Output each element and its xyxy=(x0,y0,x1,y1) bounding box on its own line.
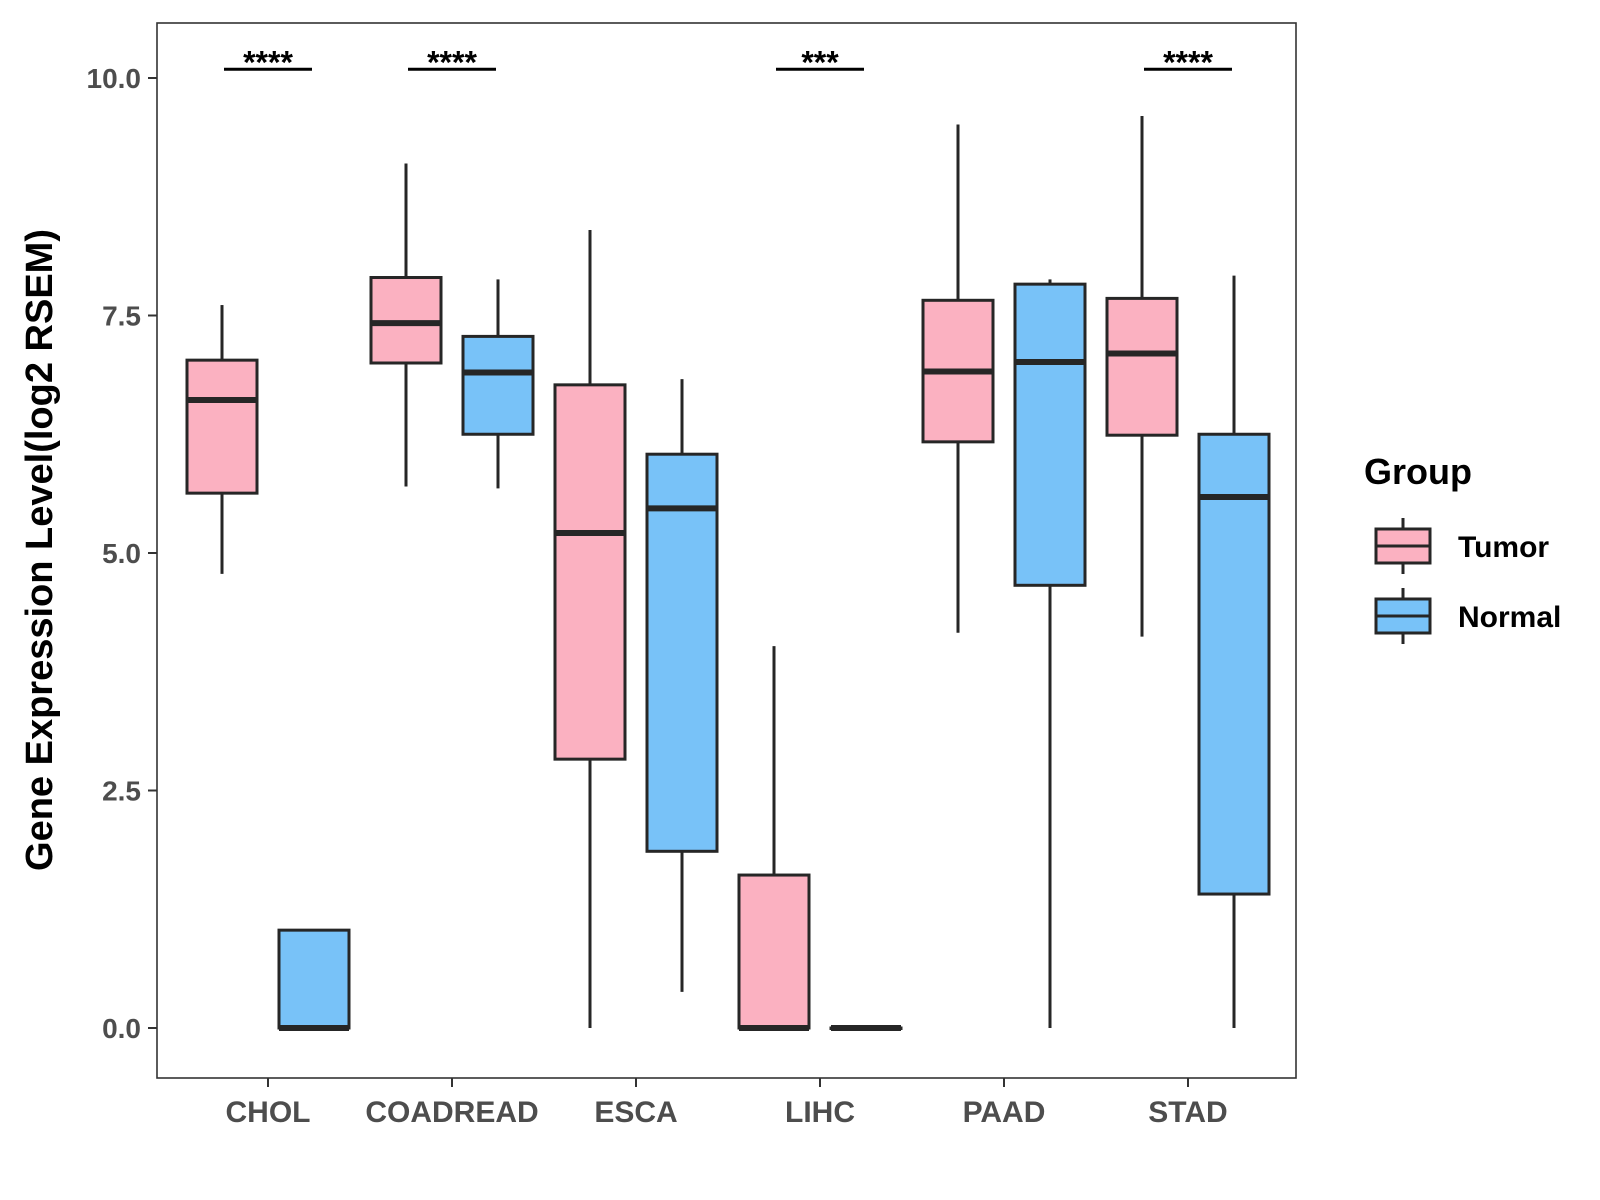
box-iqr xyxy=(553,383,627,761)
y-tick-label: 0.0 xyxy=(102,1013,141,1044)
significance-label: *** xyxy=(801,44,839,80)
x-axis: CHOL COADREAD ESCA LIHC PAAD STAD xyxy=(226,1078,1228,1129)
x-tick-label: PAAD xyxy=(963,1096,1046,1129)
y-tick-label: 7.5 xyxy=(102,301,141,332)
legend: Group Tumor Normal xyxy=(1364,451,1561,644)
normal-box-coadread xyxy=(461,279,535,489)
significance-label: **** xyxy=(243,44,293,80)
normal-box-esca xyxy=(645,379,719,992)
normal-box-lihc xyxy=(829,1025,903,1031)
tumor-box-paad xyxy=(921,124,995,633)
box-iqr xyxy=(1105,296,1179,437)
legend-entry-tumor: Tumor xyxy=(1374,518,1549,574)
legend-entry-normal: Normal xyxy=(1374,588,1561,644)
tumor-box-chol xyxy=(185,305,259,574)
x-tick-label: CHOL xyxy=(226,1096,311,1129)
significance-label: **** xyxy=(1163,44,1213,80)
legend-title: Group xyxy=(1364,451,1472,492)
box-iqr xyxy=(645,452,719,853)
y-axis-title: Gene Expression Level(log2 RSEM) xyxy=(19,229,61,871)
box-iqr xyxy=(185,358,259,495)
box-iqr xyxy=(1197,432,1271,896)
box-iqr xyxy=(461,334,535,436)
box-iqr xyxy=(277,928,351,1030)
significance-annotations: **** **** *** **** xyxy=(224,44,1232,80)
box-iqr xyxy=(737,873,811,1030)
box-iqr xyxy=(1013,282,1087,587)
y-tick-label: 10.0 xyxy=(87,63,142,94)
legend-label: Normal xyxy=(1458,601,1561,634)
legend-label: Tumor xyxy=(1458,531,1549,564)
normal-box-paad xyxy=(1013,279,1087,1028)
plot-panel xyxy=(156,22,1297,1079)
y-axis: 0.0 2.5 5.0 7.5 10.0 xyxy=(87,63,157,1044)
normal-box-chol xyxy=(277,928,351,1031)
tumor-box-lihc xyxy=(737,646,811,1031)
normal-box-stad xyxy=(1197,275,1271,1028)
x-tick-label: COADREAD xyxy=(365,1096,538,1129)
x-tick-label: STAD xyxy=(1148,1096,1227,1129)
y-tick-label: 2.5 xyxy=(102,776,141,807)
tumor-box-stad xyxy=(1105,116,1179,637)
box-group xyxy=(185,116,1271,1031)
tumor-box-coadread xyxy=(369,163,443,487)
tumor-box-esca xyxy=(553,230,627,1028)
significance-label: **** xyxy=(427,44,477,80)
y-tick-label: 5.0 xyxy=(102,538,141,569)
x-tick-label: LIHC xyxy=(785,1096,855,1129)
x-tick-label: ESCA xyxy=(594,1096,677,1129)
